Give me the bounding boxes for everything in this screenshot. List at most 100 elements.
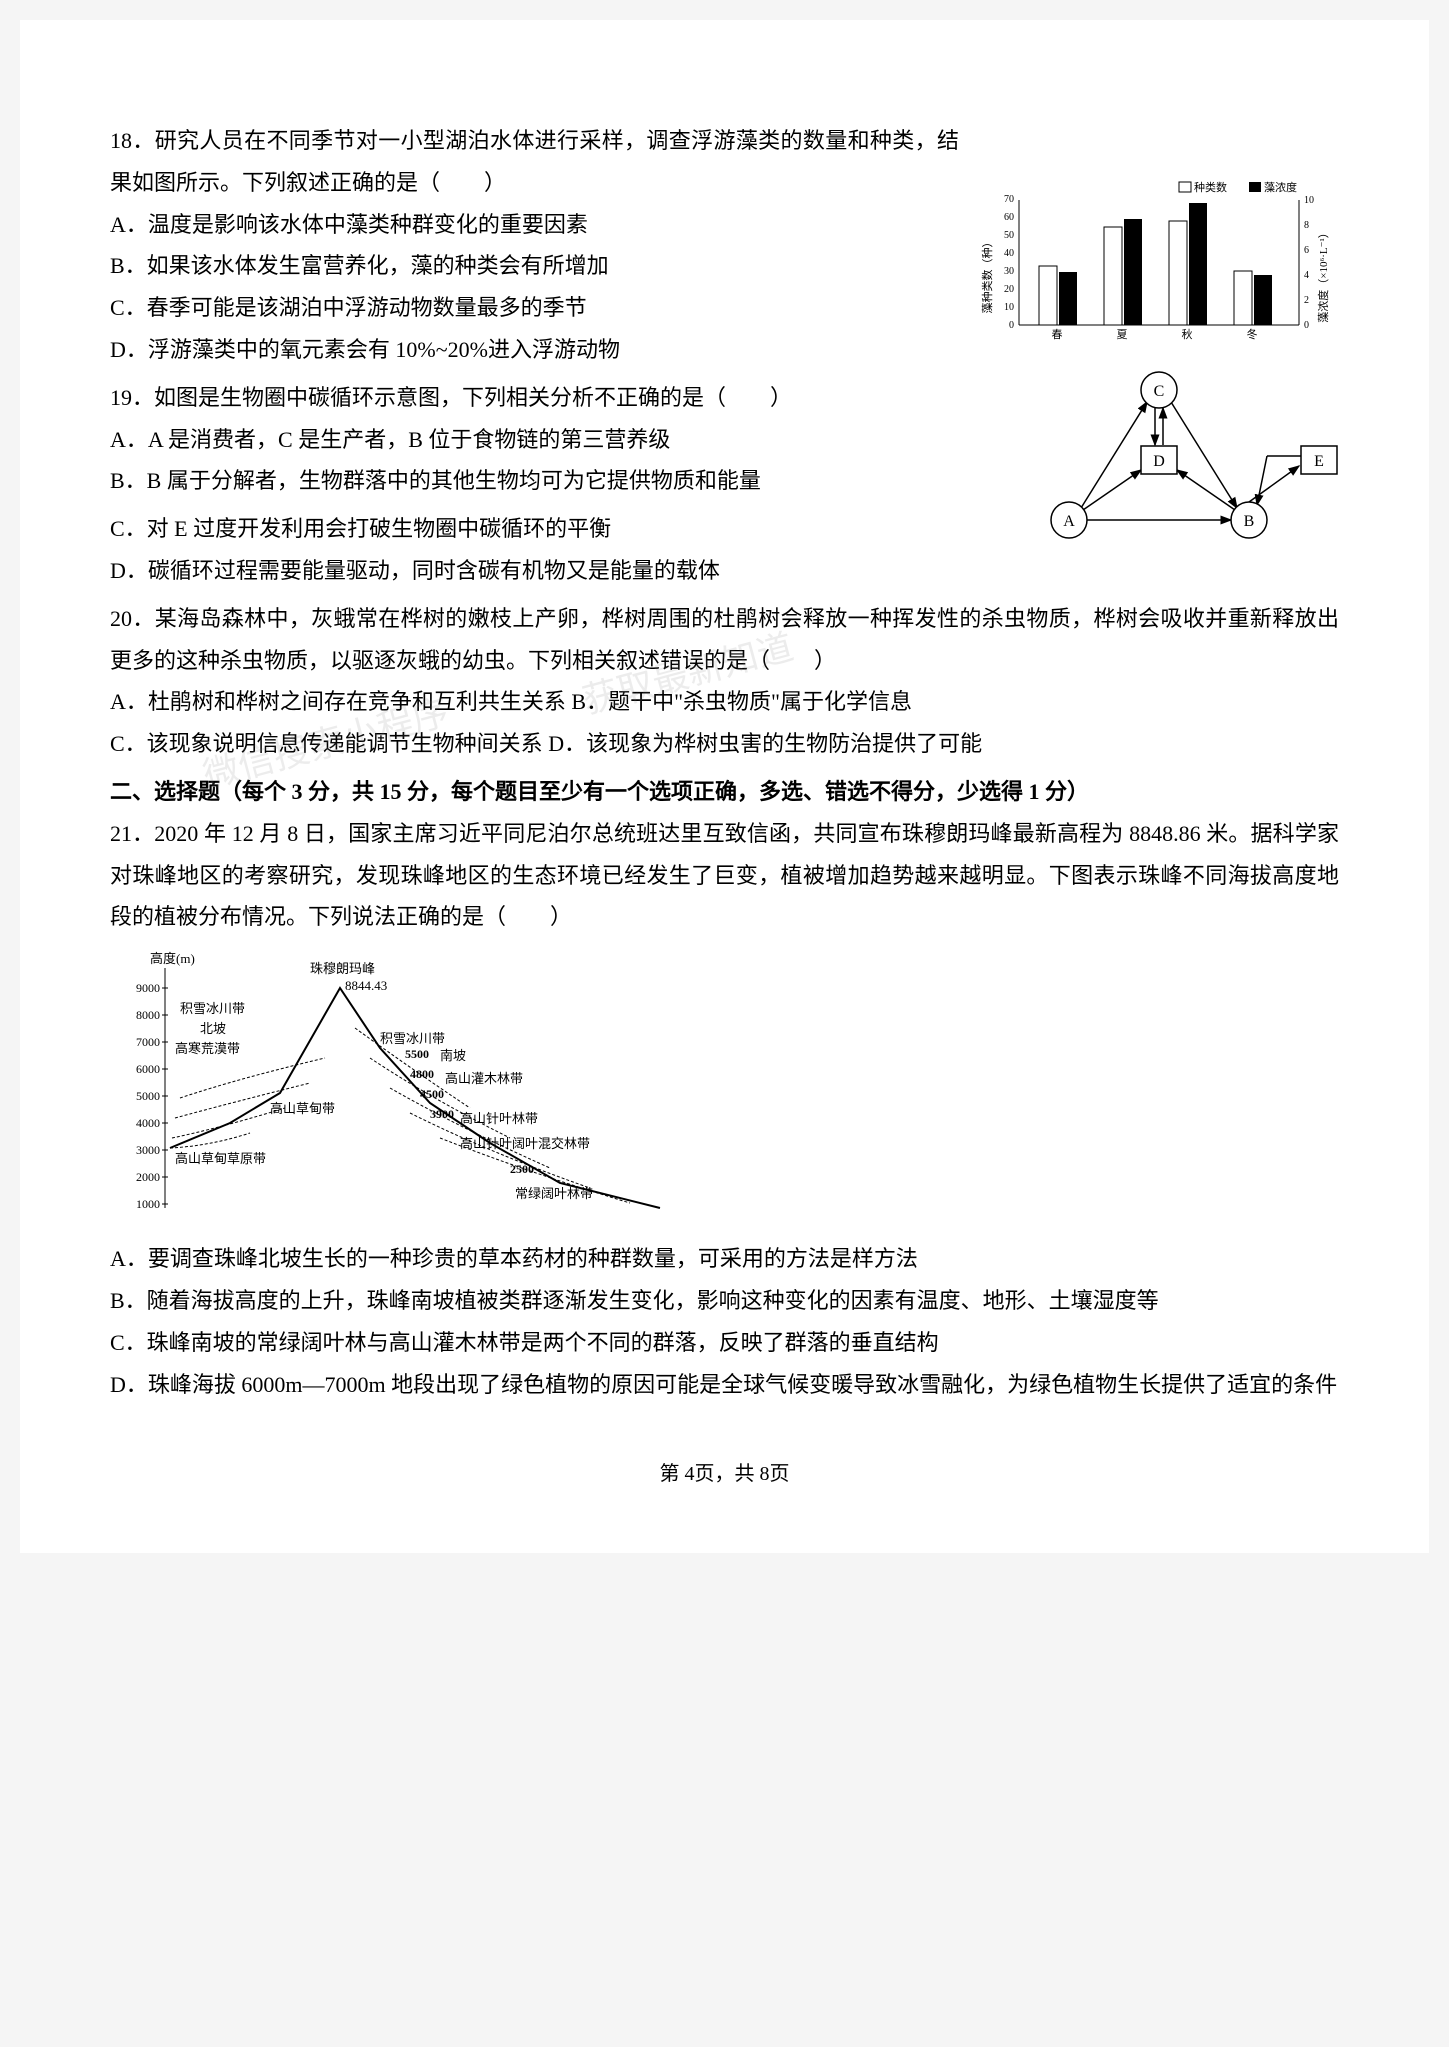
q19-option-b: B．B 属于分解者，生物群落中的其他生物均可为它提供物质和能量 — [110, 460, 1019, 502]
sz5-height: 2500 — [510, 1162, 534, 1176]
svg-text:10: 10 — [1004, 302, 1014, 313]
south-zone-4: 高山针叶阔叶混交林带 — [460, 1136, 590, 1151]
q19-stem: 19．如图是生物圈中碳循环示意图，下列相关分析不正确的是（ ） — [110, 377, 1019, 419]
svg-text:1000: 1000 — [136, 1197, 160, 1211]
svg-text:8: 8 — [1304, 220, 1309, 231]
svg-text:8000: 8000 — [136, 1008, 160, 1022]
sz1-height: 5500 — [405, 1047, 429, 1061]
bar-winter-1 — [1234, 271, 1252, 325]
svg-text:4: 4 — [1304, 270, 1309, 281]
north-zone-2: 高寒荒漠带 — [175, 1041, 240, 1056]
south-zone-5: 常绿阔叶林带 — [515, 1186, 593, 1201]
zone-line-s3 — [390, 1088, 550, 1168]
q21-option-b: B．随着海拔高度的上升，珠峰南坡植被类群逐渐发生变化，影响这种变化的因素有温度、… — [110, 1280, 1339, 1322]
y2-axis-label: 藻浓度（×10⁶·L⁻¹） — [1316, 227, 1330, 323]
svg-text:2000: 2000 — [136, 1170, 160, 1184]
mountain-y-label: 高度(m) — [150, 951, 195, 966]
q21-option-d: D．珠峰海拔 6000m—7000m 地段出现了绿色植物的原因可能是全球气候变暖… — [110, 1364, 1339, 1406]
south-zone-3: 高山针叶林带 — [460, 1111, 538, 1126]
south-zone-2: 高山灌木林带 — [445, 1071, 523, 1086]
q19-option-d: D．碳循环过程需要能量驱动，同时含碳有机物又是能量的载体 — [110, 550, 1339, 592]
south-zone-1: 积雪冰川带 — [380, 1031, 445, 1046]
sz3-height: 4500 — [420, 1087, 444, 1101]
node-a-label: A — [1063, 513, 1075, 530]
svg-text:60: 60 — [1004, 212, 1014, 223]
north-zone-1: 积雪冰川带 — [180, 1001, 245, 1016]
bar-spring-1 — [1039, 266, 1057, 325]
svg-text:0: 0 — [1304, 320, 1309, 331]
svg-text:7000: 7000 — [136, 1035, 160, 1049]
svg-text:10: 10 — [1304, 195, 1314, 206]
y2-ticks: 0 2 4 6 8 10 — [1304, 195, 1314, 331]
q20-option-a: A．杜鹃树和桦树之间存在竞争和互利共生关系 — [110, 689, 566, 714]
svg-text:20: 20 — [1004, 284, 1014, 295]
q20-option-d: D．该现象为桦树虫害的生物防治提供了可能 — [548, 731, 982, 756]
bar-autumn-2 — [1189, 203, 1207, 325]
x-label-autumn: 秋 — [1182, 327, 1193, 341]
legend-box-2 — [1249, 182, 1261, 192]
peak-label: 珠穆朗玛峰 — [310, 961, 375, 976]
svg-text:2: 2 — [1304, 295, 1309, 306]
node-d-label: D — [1153, 453, 1165, 470]
sz3b-height: 3900 — [430, 1107, 454, 1121]
mountain-y-ticks: 1000 2000 3000 4000 5000 6000 7000 8000 — [136, 981, 168, 1211]
q20-option-c: C．该现象说明信息传递能调节生物种间关系 — [110, 731, 543, 756]
legend-label-2: 藻浓度 — [1264, 180, 1297, 194]
q18-option-a: A．温度是影响该水体中藻类种群变化的重要因素 — [110, 204, 959, 246]
y1-ticks: 0 10 20 30 40 50 60 70 — [1004, 194, 1014, 331]
peak-height: 8844.43 — [345, 978, 387, 993]
q18-option-d: D．浮游藻类中的氧元素会有 10%~20%进入浮游动物 — [110, 329, 959, 371]
q21-option-a: A．要调查珠峰北坡生长的一种珍贵的草本药材的种群数量，可采用的方法是样方法 — [110, 1238, 1339, 1280]
mountain-svg: 高度(m) 1000 2000 3000 4000 5000 6000 — [110, 948, 710, 1228]
svg-text:50: 50 — [1004, 230, 1014, 241]
svg-text:0: 0 — [1009, 320, 1014, 331]
edge-a-c — [1081, 402, 1147, 508]
network-svg: A B C D E — [1039, 370, 1339, 550]
zone-line-n4 — [180, 1058, 325, 1098]
q18-option-c: C．春季可能是该湖泊中浮游动物数量最多的季节 — [110, 287, 959, 329]
edge-c-b — [1171, 402, 1237, 508]
node-b-label: B — [1244, 513, 1255, 530]
bar-autumn-1 — [1169, 221, 1187, 325]
q20-option-b: B．题干中"杀虫物质"属于化学信息 — [571, 689, 912, 714]
legend-box-1 — [1179, 182, 1191, 192]
question-21: 21．2020 年 12 月 8 日，国家主席习近平同尼泊尔总统班达里互致信函，… — [110, 813, 1339, 1406]
svg-text:6000: 6000 — [136, 1062, 160, 1076]
bar-chart-svg: 种类数 藻浓度 藻种类数（种） 藻浓度（×10⁶·L⁻¹） 0 10 20 30… — [979, 180, 1339, 350]
zone-line-n1 — [170, 1133, 250, 1148]
y1-axis-label: 藻种类数（种） — [980, 237, 994, 314]
node-c-label: C — [1154, 383, 1165, 400]
svg-text:6: 6 — [1304, 245, 1309, 256]
legend-label-1: 种类数 — [1194, 180, 1227, 194]
q19-option-a: A．A 是消费者，C 是生产者，B 位于食物链的第三营养级 — [110, 419, 1019, 461]
bar-summer-2 — [1124, 219, 1142, 325]
question-20: 20．某海岛森林中，灰蛾常在桦树的嫩枝上产卵，桦树周围的杜鹃树会释放一种挥发性的… — [110, 598, 1339, 765]
mountain-chart: 高度(m) 1000 2000 3000 4000 5000 6000 — [110, 948, 710, 1228]
sz2-height: 4800 — [410, 1067, 434, 1081]
node-e-label: E — [1314, 453, 1324, 470]
north-zone-4: 高山草甸草原带 — [175, 1151, 266, 1166]
page-container: 微信搜索小程序 获取最新知道 种类数 藻浓度 藻种类数（种） 藻浓度（×10⁶·… — [20, 20, 1429, 1553]
diagram-q19: A B C D E — [1039, 370, 1339, 550]
q21-stem: 21．2020 年 12 月 8 日，国家主席习近平同尼泊尔总统班达里互致信函，… — [110, 813, 1339, 938]
edge-e-b — [1257, 456, 1267, 505]
q18-option-b: B．如果该水体发生富营养化，藻的种类会有所增加 — [110, 245, 959, 287]
bar-spring-2 — [1059, 272, 1077, 325]
section-2-header: 二、选择题（每个 3 分，共 15 分，每个题目至少有一个选项正确，多选、错选不… — [110, 771, 1339, 813]
svg-text:5000: 5000 — [136, 1089, 160, 1103]
svg-text:30: 30 — [1004, 266, 1014, 277]
svg-text:3000: 3000 — [136, 1143, 160, 1157]
north-slope-label: 北坡 — [200, 1021, 226, 1036]
north-zone-3: 高山草甸带 — [270, 1101, 335, 1116]
chart-q18: 种类数 藻浓度 藻种类数（种） 藻浓度（×10⁶·L⁻¹） 0 10 20 30… — [979, 180, 1339, 350]
x-label-winter: 冬 — [1247, 327, 1258, 341]
svg-text:4000: 4000 — [136, 1116, 160, 1130]
edge-b-e — [1249, 466, 1299, 502]
x-label-spring: 春 — [1052, 328, 1063, 341]
svg-text:40: 40 — [1004, 248, 1014, 259]
bar-winter-2 — [1254, 275, 1272, 325]
q21-option-c: C．珠峰南坡的常绿阔叶林与高山灌木林带是两个不同的群落，反映了群落的垂直结构 — [110, 1322, 1339, 1364]
svg-text:70: 70 — [1004, 194, 1014, 205]
bar-summer-1 — [1104, 227, 1122, 325]
q18-stem: 18．研究人员在不同季节对一小型湖泊水体进行采样，调查浮游藻类的数量和种类，结果… — [110, 120, 959, 204]
